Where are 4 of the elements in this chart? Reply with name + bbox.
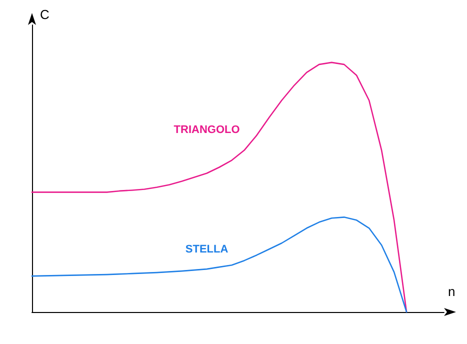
x-axis-title: n	[448, 284, 456, 299]
series-label: STELLA	[185, 244, 228, 256]
series-label: TRIANGOLO	[174, 124, 240, 136]
y-axis-title: C	[40, 7, 50, 22]
